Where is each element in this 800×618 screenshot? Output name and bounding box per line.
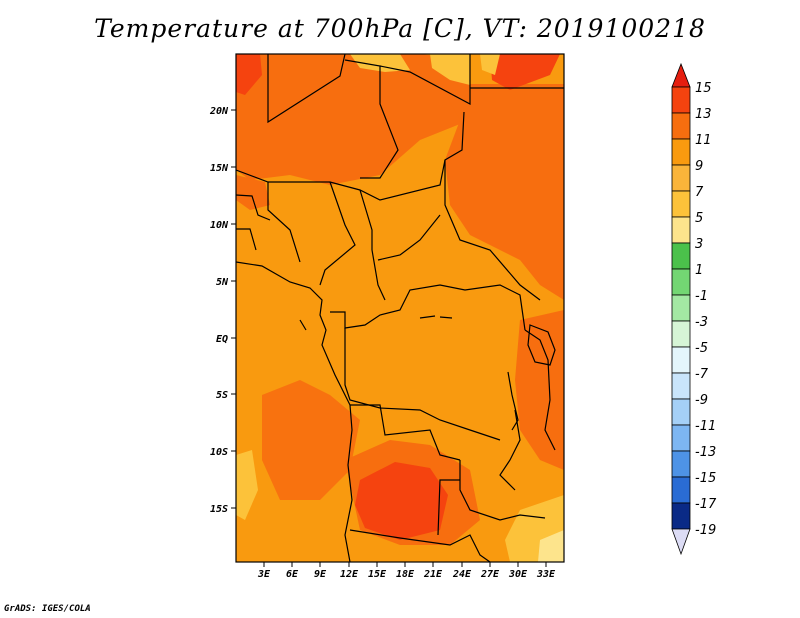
colorbar-label: -19	[695, 523, 716, 538]
colorbar-label: -9	[695, 393, 708, 408]
lat-label-10s: 10S	[210, 447, 228, 458]
colorbar-label: 9	[695, 159, 703, 174]
colorbar-swatch	[671, 502, 691, 530]
lon-label-18e: 18E	[396, 569, 415, 580]
colorbar-swatch	[671, 112, 691, 140]
colorbar-label: -17	[695, 497, 717, 512]
lat-label-15s: 15S	[210, 504, 228, 515]
colorbar	[671, 62, 691, 556]
longitude-labels: 3E 6E 9E 12E 15E 18E 21E 24E 27E 30E 33E	[257, 569, 556, 580]
colorbar-label: 1	[695, 263, 703, 278]
colorbar-swatch	[671, 138, 691, 166]
colorbar-label: -1	[695, 289, 708, 304]
lat-label-10n: 10N	[210, 220, 229, 231]
lon-label-33e: 33E	[536, 569, 556, 580]
colorbar-swatch	[671, 268, 691, 296]
colorbar-label: -15	[695, 471, 716, 486]
colorbar-swatch	[671, 424, 691, 452]
colorbar-swatch	[671, 190, 691, 218]
colorbar-swatch	[671, 346, 691, 374]
temperature-field	[236, 54, 564, 562]
colorbar-swatch	[671, 164, 691, 192]
lon-label-27e: 27E	[480, 569, 500, 580]
country-borders	[236, 54, 564, 562]
colorbar-label: 13	[695, 107, 712, 122]
lat-label-eq: EQ	[216, 334, 228, 345]
grads-credit: GrADS: IGES/COLA	[4, 604, 91, 614]
colorbar-swatch	[671, 294, 691, 322]
axis-ticks	[231, 109, 547, 567]
colorbar-swatch	[671, 320, 691, 348]
colorbar-top-triangle	[671, 62, 691, 88]
colorbar-label: -5	[695, 341, 708, 356]
lon-label-21e: 21E	[423, 569, 443, 580]
colorbar-labels: 15 13 11 9 7 5 3 1 -1 -3 -5 -7 -9 -11 -1…	[695, 81, 717, 538]
colorbar-label: 15	[695, 81, 712, 96]
lat-label-15n: 15N	[210, 163, 229, 174]
latitude-labels: 20N 15N 10N 5N EQ 5S 10S 15S	[209, 106, 229, 515]
map-frame	[235, 53, 565, 563]
lat-label-20n: 20N	[209, 106, 229, 117]
colorbar-swatch	[671, 372, 691, 400]
lon-label-24e: 24E	[452, 569, 472, 580]
colorbar-label: 3	[695, 237, 703, 252]
colorbar-swatch	[671, 476, 691, 504]
colorbar-label: -13	[695, 445, 716, 460]
lat-label-5s: 5S	[216, 390, 228, 401]
lon-label-3e: 3E	[257, 569, 271, 580]
lon-label-9e: 9E	[314, 569, 327, 580]
lon-label-30e: 30E	[508, 569, 528, 580]
colorbar-label: 7	[695, 185, 704, 200]
colorbar-label: 5	[695, 211, 703, 226]
colorbar-swatch	[671, 216, 691, 244]
lon-label-6e: 6E	[286, 569, 299, 580]
lon-label-12e: 12E	[340, 569, 359, 580]
colorbar-label: -3	[695, 315, 708, 330]
colorbar-label: 11	[695, 133, 712, 148]
colorbar-swatch	[671, 242, 691, 270]
colorbar-swatch	[671, 398, 691, 426]
map-title: Temperature at 700hPa [C], VT: 201910021…	[94, 14, 706, 43]
colorbar-bottom-triangle	[671, 528, 691, 556]
colorbar-label: -7	[695, 367, 709, 382]
lat-label-5n: 5N	[216, 277, 229, 288]
colorbar-label: -11	[695, 419, 716, 434]
colorbar-swatch	[671, 450, 691, 478]
colorbar-swatch	[671, 86, 691, 114]
lon-label-15e: 15E	[368, 569, 387, 580]
